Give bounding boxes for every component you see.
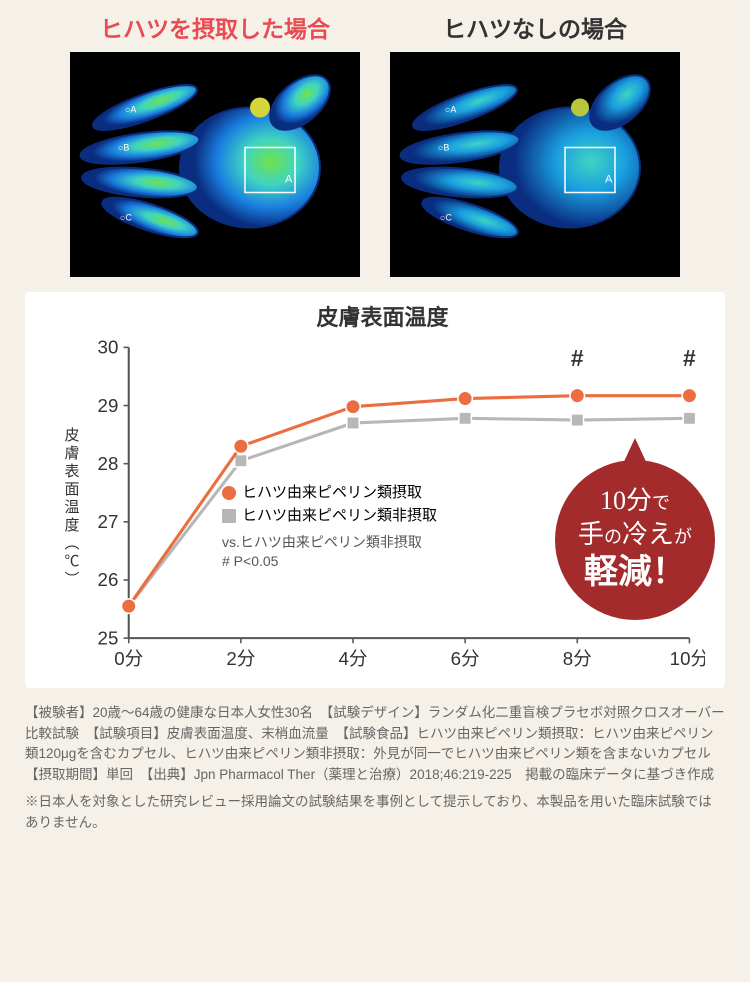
hand-thermal-svg-2: A ○A ○B ○C [390,52,680,277]
hand-thermal-svg: A ○A ○B ○C [70,52,360,277]
y-axis-label: 皮膚表面温度（℃） [60,337,82,680]
chart-legend: ヒハツ由来ピペリン類摂取 ヒハツ由来ピペリン類非摂取 vs.ヒハツ由来ピペリン類… [222,482,437,571]
thermal-image-with: A ○A ○B ○C [70,52,360,277]
svg-text:4分: 4分 [338,648,367,669]
svg-text:30: 30 [98,337,119,358]
svg-text:○B: ○B [118,142,129,152]
thermal-title-without: ヒハツなしの場合 [390,10,680,44]
chart-container: 皮膚表面温度 皮膚表面温度（℃） 25 26 27 28 29 30 0分 2分 4分 6分 8分 1… [25,292,725,688]
svg-text:27: 27 [98,511,119,532]
legend-marker-square [222,509,236,523]
svg-text:26: 26 [98,569,119,590]
thermal-col-with: ヒハツを摂取した場合 [70,10,360,277]
legend-label-1: ヒハツ由来ピペリン類摂取 [242,482,422,505]
svg-text:2分: 2分 [226,648,255,669]
thermal-images-row: ヒハツを摂取した場合 [25,10,725,277]
callout-badge: 10分で 手の冷えが 軽減！ [555,460,715,620]
legend-item-2: ヒハツ由来ピペリン類非摂取 [222,505,437,528]
svg-text:○A: ○A [125,104,136,114]
svg-text:○C: ○C [440,212,452,222]
legend-marker-circle [222,486,236,500]
thermal-col-without: ヒハツなしの場合 [390,10,680,277]
svg-text:○B: ○B [438,142,449,152]
svg-text:0分: 0分 [114,648,143,669]
footnote-p1: 【被験者】20歳〜64歳の健康な日本人女性30名 【試験デザイン】ランダム化二重… [25,703,725,787]
svg-text:25: 25 [98,627,119,648]
svg-text:8分: 8分 [563,648,592,669]
svg-text:A: A [285,173,293,185]
chart-title: 皮膚表面温度 [60,300,705,332]
footnote-p2: ※日本人を対象とした研究レビュー採用論文の試験結果を事例として提示しており、本製… [25,792,725,834]
svg-text:#: # [571,345,584,371]
svg-text:10分: 10分 [670,648,705,669]
svg-text:28: 28 [98,453,119,474]
legend-label-2: ヒハツ由来ピペリン類非摂取 [242,505,437,528]
footnote-block: 【被験者】20歳〜64歳の健康な日本人女性30名 【試験デザイン】ランダム化二重… [25,703,725,835]
legend-subtext: vs.ヒハツ由来ピペリン類非摂取 # P<0.05 [222,533,437,571]
svg-text:#: # [683,345,696,371]
svg-text:○A: ○A [445,104,456,114]
legend-item-1: ヒハツ由来ピペリン類摂取 [222,482,437,505]
svg-text:A: A [605,173,613,185]
svg-text:29: 29 [98,395,119,416]
svg-text:6分: 6分 [451,648,480,669]
thermal-image-without: A ○A ○B ○C [390,52,680,277]
thermal-title-with: ヒハツを摂取した場合 [70,10,360,44]
svg-text:○C: ○C [120,212,132,222]
